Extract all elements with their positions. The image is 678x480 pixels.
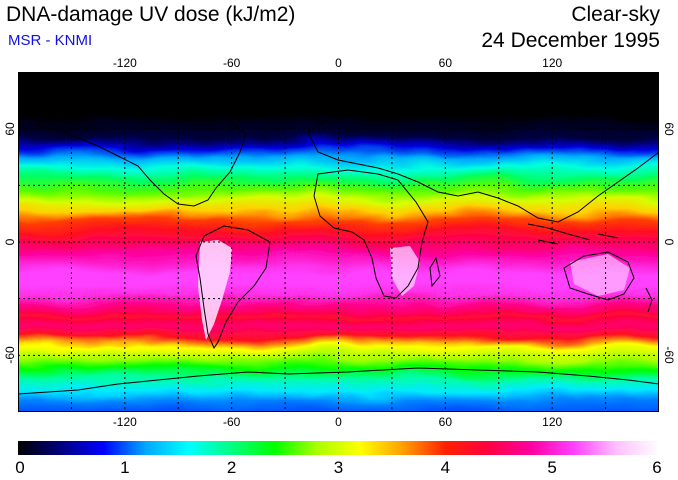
coast-south-america xyxy=(195,225,271,350)
top-lon-tick: 60 xyxy=(438,56,453,70)
top-lon-tick: 0 xyxy=(335,56,342,70)
colorbar-label: 2 xyxy=(226,458,237,477)
colorbar-label: 0 xyxy=(15,458,25,477)
colorbar xyxy=(18,441,659,455)
map-title: DNA-damage UV dose (kJ/m2) xyxy=(6,3,296,26)
right-lat-tick: 0 xyxy=(662,238,676,246)
colorbar-label: 4 xyxy=(440,458,451,477)
colorbar-label: 1 xyxy=(120,458,130,477)
map-svg xyxy=(18,72,659,412)
bottom-lon-tick: 0 xyxy=(335,415,342,429)
left-lat-tick: 0 xyxy=(3,238,17,246)
right-lat-tick: -60 xyxy=(662,346,676,364)
colorbar-ramp xyxy=(18,441,659,455)
left-lat-tick: -60 xyxy=(3,346,17,364)
south-america-andes-high-dose xyxy=(198,240,232,340)
uv-dose-map xyxy=(18,72,659,412)
top-lon-tick: -60 xyxy=(222,56,241,70)
colorbar-label: 6 xyxy=(652,458,662,477)
colorbar-label: 3 xyxy=(333,458,344,477)
coast-australia xyxy=(563,251,635,301)
bottom-lon-tick: -120 xyxy=(112,415,137,429)
coast-greenland xyxy=(253,77,319,123)
coast-new-zealand xyxy=(645,287,653,313)
australia-high-dose xyxy=(570,254,630,296)
sky-condition-label: Clear-sky xyxy=(571,3,660,26)
right-lat-tick: 60 xyxy=(662,121,676,136)
date-label: 24 December 1995 xyxy=(481,29,660,52)
map-border xyxy=(18,72,659,412)
coast-north-america xyxy=(37,105,247,207)
map-features xyxy=(198,240,630,340)
left-lat-tick: 60 xyxy=(3,121,17,136)
colorbar-label: 5 xyxy=(547,458,557,477)
bottom-lon-tick: 60 xyxy=(438,415,453,429)
graticule xyxy=(18,72,659,412)
source-label: MSR - KNMI xyxy=(8,32,93,49)
coast-eurasia xyxy=(307,99,659,223)
top-lon-tick: -120 xyxy=(112,56,137,70)
colorbar-svg xyxy=(18,441,659,455)
top-lon-tick: 120 xyxy=(542,56,563,70)
bottom-lon-tick: -60 xyxy=(222,415,241,429)
coast-africa xyxy=(313,169,429,299)
coast-madagascar xyxy=(429,256,441,288)
bottom-lon-tick: 120 xyxy=(542,415,563,429)
southern-africa-high-dose xyxy=(390,246,420,296)
